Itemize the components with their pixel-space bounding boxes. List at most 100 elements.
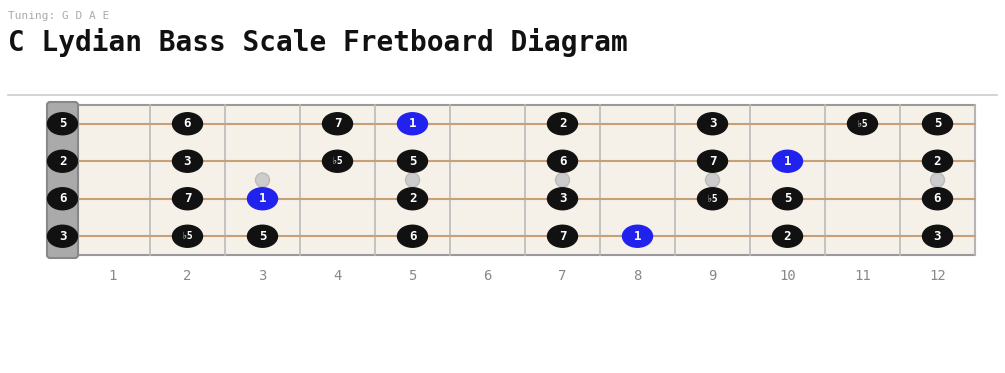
Ellipse shape <box>47 113 77 135</box>
Ellipse shape <box>773 150 803 172</box>
Text: 1: 1 <box>409 117 416 130</box>
Text: ♭3: ♭3 <box>932 231 944 241</box>
Text: 3: 3 <box>58 230 66 243</box>
Ellipse shape <box>697 188 728 210</box>
Ellipse shape <box>247 225 277 247</box>
Text: ♭7: ♭7 <box>707 156 719 166</box>
Text: 12: 12 <box>930 269 946 283</box>
Ellipse shape <box>931 173 945 187</box>
Text: 5: 5 <box>409 155 416 168</box>
Ellipse shape <box>398 113 427 135</box>
Ellipse shape <box>697 150 728 172</box>
Text: 6: 6 <box>559 155 566 168</box>
Text: 2: 2 <box>559 117 566 130</box>
Text: ♭5: ♭5 <box>182 231 193 241</box>
Text: 3: 3 <box>258 269 266 283</box>
Ellipse shape <box>405 173 419 187</box>
Ellipse shape <box>323 113 353 135</box>
FancyBboxPatch shape <box>47 102 78 258</box>
Text: ♭6: ♭6 <box>557 156 569 166</box>
Text: 1: 1 <box>634 230 641 243</box>
Text: 2: 2 <box>58 155 66 168</box>
Text: 4: 4 <box>334 269 342 283</box>
Text: 1: 1 <box>784 155 791 168</box>
Text: 1: 1 <box>258 192 266 205</box>
Text: ♭6: ♭6 <box>407 231 418 241</box>
Ellipse shape <box>622 225 652 247</box>
Text: ♭5: ♭5 <box>856 119 868 129</box>
Text: ♭3: ♭3 <box>182 156 193 166</box>
Text: 3: 3 <box>184 155 191 168</box>
Ellipse shape <box>247 188 277 210</box>
Text: ♭7: ♭7 <box>182 194 193 204</box>
Ellipse shape <box>323 150 353 172</box>
Text: ♭7: ♭7 <box>332 119 344 129</box>
Bar <box>75 105 975 255</box>
Text: 5: 5 <box>408 269 417 283</box>
Text: 6: 6 <box>58 192 66 205</box>
Text: 2: 2 <box>183 269 192 283</box>
Ellipse shape <box>548 188 578 210</box>
Text: C Lydian Bass Scale Fretboard Diagram: C Lydian Bass Scale Fretboard Diagram <box>8 28 628 57</box>
Text: 2: 2 <box>934 155 942 168</box>
Text: 1: 1 <box>109 269 117 283</box>
Text: 4: 4 <box>859 119 865 129</box>
Text: 4: 4 <box>185 231 190 241</box>
Ellipse shape <box>398 225 427 247</box>
Ellipse shape <box>173 113 202 135</box>
Ellipse shape <box>173 188 202 210</box>
Text: 5: 5 <box>258 230 266 243</box>
Text: Tuning: G D A E: Tuning: G D A E <box>8 11 110 21</box>
Ellipse shape <box>556 173 570 187</box>
Text: ♭2: ♭2 <box>782 231 793 241</box>
Ellipse shape <box>255 173 269 187</box>
Text: 5: 5 <box>934 117 942 130</box>
Text: 7: 7 <box>559 230 566 243</box>
Ellipse shape <box>923 113 953 135</box>
Ellipse shape <box>923 150 953 172</box>
Text: 11: 11 <box>854 269 871 283</box>
Text: ♭2: ♭2 <box>557 119 569 129</box>
Text: ♭6: ♭6 <box>182 119 193 129</box>
Ellipse shape <box>398 188 427 210</box>
Text: 7: 7 <box>709 155 717 168</box>
Text: ♭3: ♭3 <box>707 119 719 129</box>
Ellipse shape <box>47 150 77 172</box>
Text: 9: 9 <box>709 269 717 283</box>
Ellipse shape <box>548 225 578 247</box>
Ellipse shape <box>923 225 953 247</box>
Text: 7: 7 <box>559 269 567 283</box>
Ellipse shape <box>398 150 427 172</box>
Text: 6: 6 <box>483 269 491 283</box>
Ellipse shape <box>47 188 77 210</box>
Text: ♭5: ♭5 <box>707 194 719 204</box>
Text: 4: 4 <box>710 194 716 204</box>
Text: 4: 4 <box>335 156 341 166</box>
Ellipse shape <box>173 225 202 247</box>
Ellipse shape <box>773 188 803 210</box>
Text: ♭6: ♭6 <box>932 194 944 204</box>
Ellipse shape <box>773 225 803 247</box>
Text: ♭5: ♭5 <box>332 156 344 166</box>
Ellipse shape <box>173 150 202 172</box>
Text: ♭7: ♭7 <box>557 231 569 241</box>
Text: 6: 6 <box>184 117 191 130</box>
Ellipse shape <box>923 188 953 210</box>
Ellipse shape <box>847 113 877 135</box>
Text: 5: 5 <box>58 117 66 130</box>
Text: 3: 3 <box>934 230 942 243</box>
Text: ♭3: ♭3 <box>557 194 569 204</box>
Ellipse shape <box>548 113 578 135</box>
Ellipse shape <box>697 113 728 135</box>
Text: 5: 5 <box>784 192 791 205</box>
Text: 3: 3 <box>709 117 717 130</box>
Ellipse shape <box>548 150 578 172</box>
Text: ♭2: ♭2 <box>932 156 944 166</box>
Ellipse shape <box>47 225 77 247</box>
Text: 3: 3 <box>559 192 566 205</box>
Text: 10: 10 <box>779 269 796 283</box>
Text: 6: 6 <box>934 192 942 205</box>
Text: 2: 2 <box>784 230 791 243</box>
Text: 7: 7 <box>184 192 191 205</box>
Text: 8: 8 <box>633 269 641 283</box>
